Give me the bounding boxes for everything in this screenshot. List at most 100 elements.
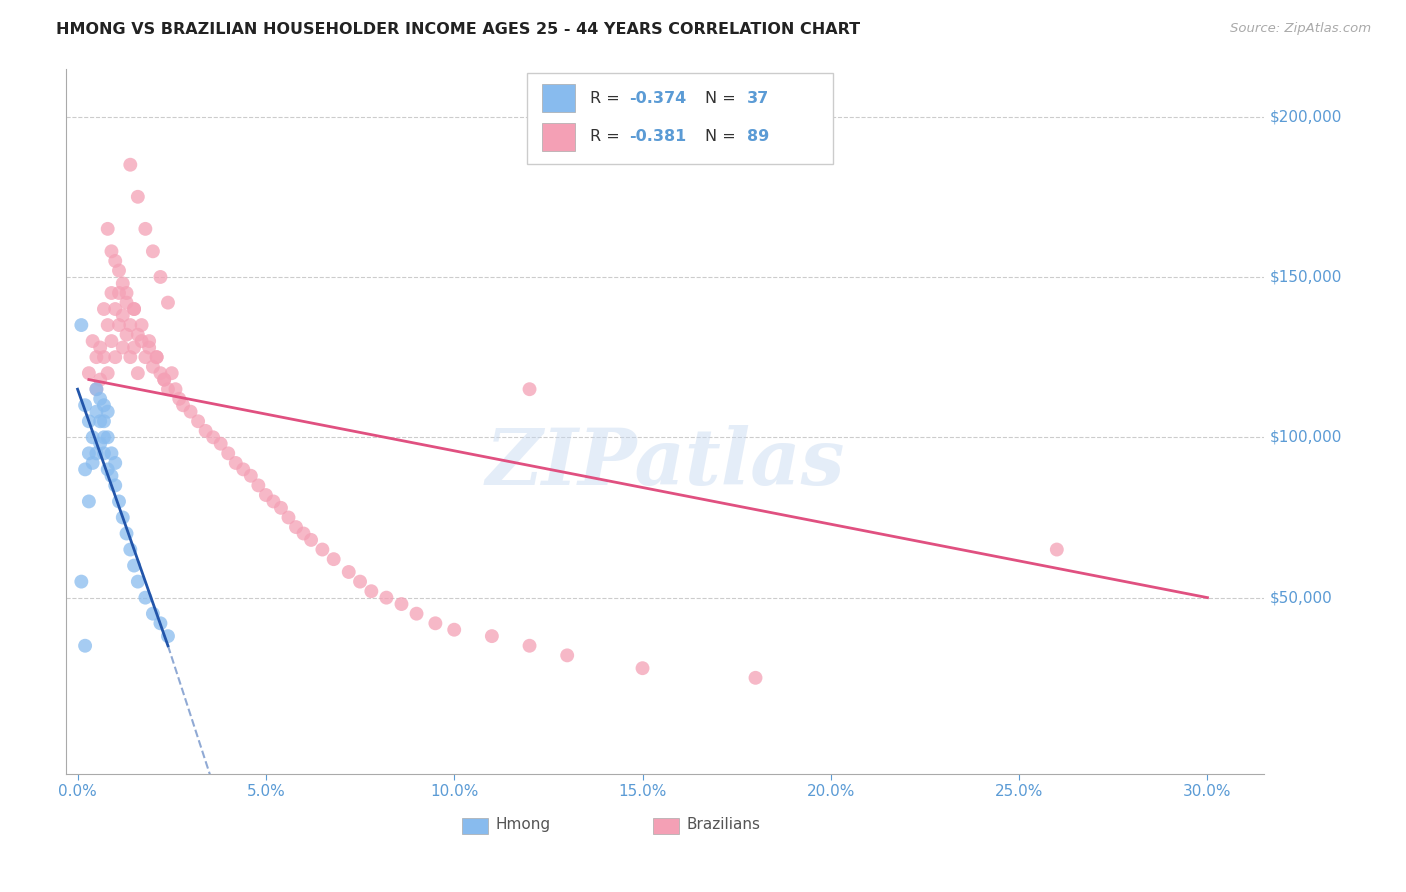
Point	[142, 359, 165, 374]
Point	[108, 285, 131, 300]
Point	[97, 462, 120, 476]
Point	[127, 327, 149, 342]
FancyBboxPatch shape	[541, 84, 575, 112]
FancyBboxPatch shape	[541, 123, 575, 151]
Point	[285, 520, 308, 534]
Point	[100, 446, 122, 460]
Point	[337, 565, 360, 579]
Text: $200,000: $200,000	[1270, 109, 1343, 124]
Text: Hmong: Hmong	[495, 817, 550, 832]
Point	[104, 350, 127, 364]
Point	[115, 526, 138, 541]
Point	[108, 318, 131, 332]
Point	[1046, 542, 1069, 557]
Point	[262, 494, 284, 508]
Point	[145, 350, 167, 364]
Text: -0.374: -0.374	[630, 91, 686, 105]
Text: $150,000: $150,000	[1270, 269, 1343, 285]
Point	[156, 629, 179, 643]
Point	[111, 510, 134, 524]
Point	[120, 318, 142, 332]
Point	[108, 263, 131, 277]
Point	[391, 597, 413, 611]
Text: R =: R =	[589, 129, 624, 145]
Point	[93, 301, 115, 316]
Point	[122, 341, 145, 355]
Point	[180, 404, 202, 418]
Point	[82, 334, 104, 348]
Point	[405, 607, 427, 621]
Point	[97, 430, 120, 444]
Point	[134, 591, 156, 605]
Point	[104, 254, 127, 268]
Point	[86, 404, 108, 418]
Point	[169, 392, 191, 406]
Point	[156, 295, 179, 310]
Text: Source: ZipAtlas.com: Source: ZipAtlas.com	[1230, 22, 1371, 36]
Point	[519, 639, 541, 653]
Point	[122, 558, 145, 573]
Text: ZIPatlas: ZIPatlas	[485, 425, 845, 502]
Point	[225, 456, 247, 470]
Point	[111, 277, 134, 291]
Point	[86, 382, 108, 396]
Point	[153, 373, 176, 387]
Point	[115, 327, 138, 342]
Point	[89, 414, 111, 428]
Point	[239, 468, 262, 483]
Point	[209, 436, 232, 450]
Point	[120, 542, 142, 557]
Point	[217, 446, 239, 460]
Point	[86, 382, 108, 396]
Point	[131, 334, 153, 348]
Point	[93, 414, 115, 428]
Point	[292, 526, 315, 541]
Point	[111, 341, 134, 355]
Point	[131, 318, 153, 332]
Point	[138, 341, 160, 355]
Text: $50,000: $50,000	[1270, 591, 1333, 605]
Point	[631, 661, 654, 675]
Point	[115, 295, 138, 310]
Point	[165, 382, 187, 396]
Text: 37: 37	[747, 91, 769, 105]
Point	[555, 648, 578, 663]
Point	[70, 318, 93, 332]
Point	[134, 350, 156, 364]
Point	[93, 398, 115, 412]
Point	[82, 456, 104, 470]
Point	[149, 366, 172, 380]
Point	[254, 488, 277, 502]
Point	[156, 382, 179, 396]
Point	[89, 392, 111, 406]
Point	[349, 574, 371, 589]
FancyBboxPatch shape	[527, 73, 832, 164]
Point	[153, 373, 176, 387]
Point	[89, 341, 111, 355]
Point	[127, 366, 149, 380]
Point	[149, 269, 172, 284]
Point	[104, 301, 127, 316]
FancyBboxPatch shape	[654, 819, 679, 834]
Point	[138, 334, 160, 348]
Point	[145, 350, 167, 364]
Point	[299, 533, 322, 547]
Point	[86, 350, 108, 364]
Point	[187, 414, 209, 428]
Point	[77, 446, 100, 460]
Text: -0.381: -0.381	[630, 129, 686, 145]
FancyBboxPatch shape	[461, 819, 488, 834]
Point	[270, 500, 292, 515]
Point	[97, 318, 120, 332]
Text: N =: N =	[704, 129, 741, 145]
Point	[75, 398, 97, 412]
Point	[104, 478, 127, 492]
Point	[104, 456, 127, 470]
Text: N =: N =	[704, 91, 741, 105]
Point	[77, 414, 100, 428]
Point	[360, 584, 382, 599]
Point	[134, 222, 156, 236]
Point	[100, 244, 122, 259]
Point	[108, 494, 131, 508]
Point	[75, 639, 97, 653]
